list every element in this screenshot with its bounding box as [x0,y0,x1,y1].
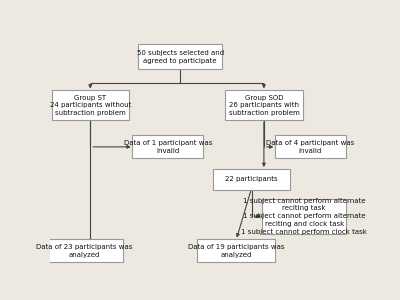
FancyBboxPatch shape [138,44,222,70]
FancyBboxPatch shape [262,199,346,233]
FancyBboxPatch shape [275,135,346,158]
Text: Data of 1 participant was
invalid: Data of 1 participant was invalid [124,140,212,154]
Text: 1 subject cannot perform alternate
reciting task
1 subject cannot perform altern: 1 subject cannot perform alternate recit… [241,198,367,235]
Text: Data of 19 participants was
analyzed: Data of 19 participants was analyzed [188,244,284,258]
Text: Data of 23 participants was
analyzed: Data of 23 participants was analyzed [36,244,132,258]
Text: Group ST
24 participants without
subtraction problem: Group ST 24 participants without subtrac… [50,94,131,116]
Text: 50 subjects selected and
agreed to participate: 50 subjects selected and agreed to parti… [137,50,224,64]
FancyBboxPatch shape [132,135,204,158]
Text: Data of 4 participant was
invalid: Data of 4 participant was invalid [266,140,354,154]
FancyBboxPatch shape [52,90,129,120]
FancyBboxPatch shape [197,239,275,262]
FancyBboxPatch shape [45,239,123,262]
Text: Group SOD
26 participants with
subtraction problem: Group SOD 26 participants with subtracti… [228,94,299,116]
FancyBboxPatch shape [213,169,290,190]
FancyBboxPatch shape [225,90,303,120]
Text: 22 participants: 22 participants [225,176,278,182]
